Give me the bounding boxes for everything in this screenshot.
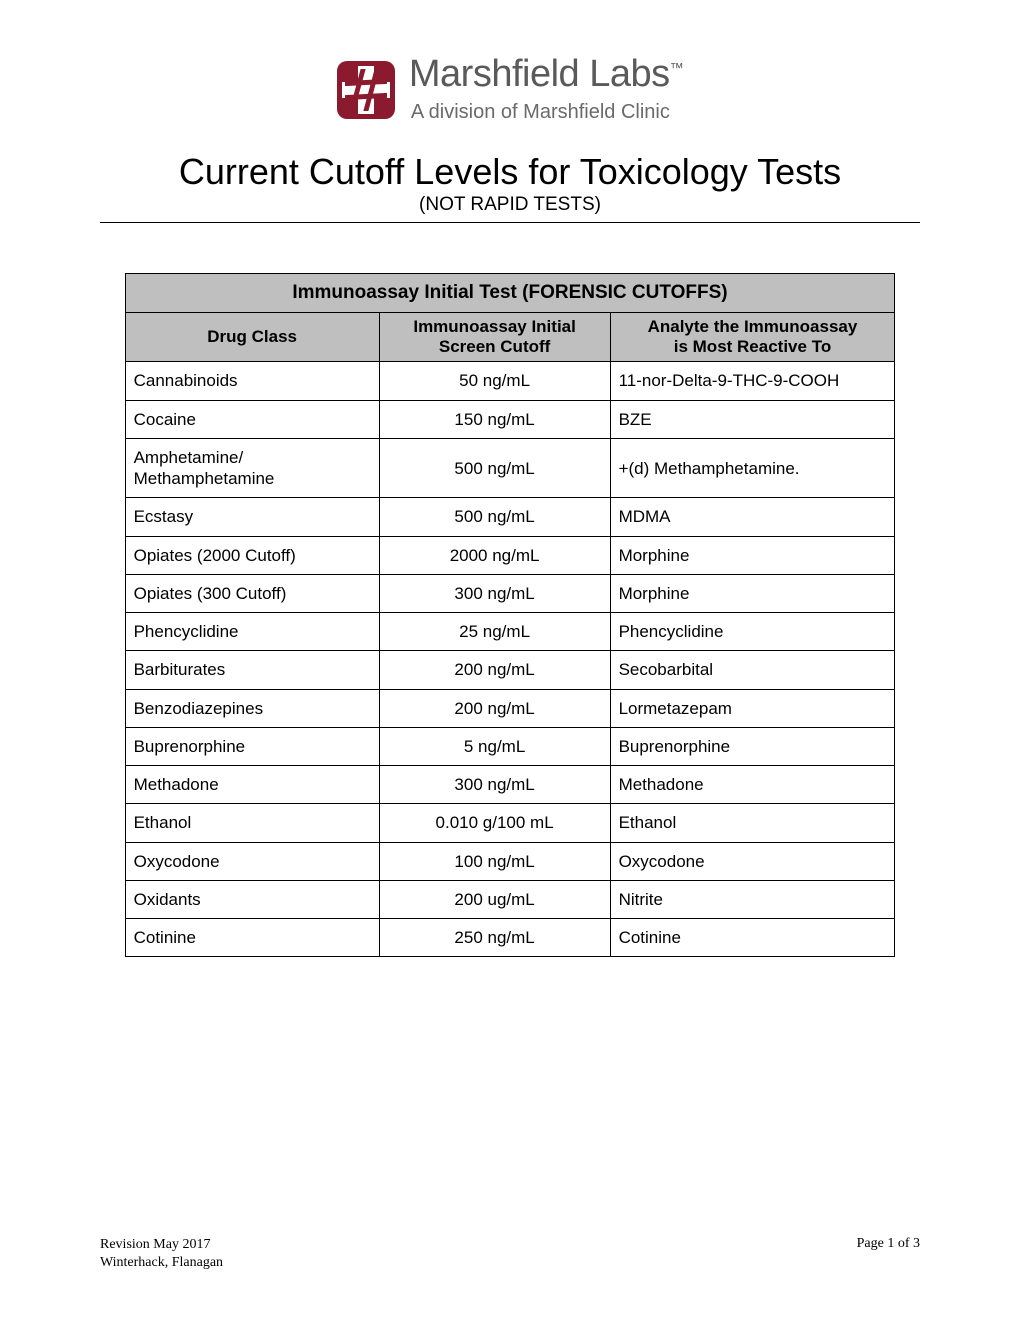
cell-drug-class: Amphetamine/ Methamphetamine: [125, 438, 379, 498]
table-row: Ethanol0.010 g/100 mLEthanol: [125, 804, 895, 842]
table-body: Cannabinoids50 ng/mL11-nor-Delta-9-THC-9…: [125, 362, 895, 957]
table-row: Phencyclidine25 ng/mLPhencyclidine: [125, 613, 895, 651]
cell-analyte: Morphine: [610, 574, 895, 612]
table-column-headers: Drug Class Immunoassay Initial Screen Cu…: [125, 312, 895, 362]
cell-drug-class: Barbiturates: [125, 651, 379, 689]
cell-cutoff: 100 ng/mL: [379, 842, 610, 880]
cell-analyte: Nitrite: [610, 880, 895, 918]
logo-text: Marshfield Labs™ A division of Marshfiel…: [409, 55, 683, 124]
cell-cutoff: 150 ng/mL: [379, 400, 610, 438]
table-row: Buprenorphine5 ng/mLBuprenorphine: [125, 727, 895, 765]
logo-name-text: Marshfield Labs: [409, 53, 670, 95]
cell-cutoff: 50 ng/mL: [379, 362, 610, 400]
table-row: Benzodiazepines200 ng/mLLormetazepam: [125, 689, 895, 727]
cell-drug-class: Ecstasy: [125, 498, 379, 536]
cell-drug-class: Cocaine: [125, 400, 379, 438]
table-row: Ecstasy500 ng/mLMDMA: [125, 498, 895, 536]
table-row: Barbiturates200 ng/mLSecobarbital: [125, 651, 895, 689]
cell-analyte: BZE: [610, 400, 895, 438]
footer-left: Revision May 2017 Winterhack, Flanagan: [100, 1236, 223, 1272]
cell-cutoff: 300 ng/mL: [379, 766, 610, 804]
cell-analyte: Lormetazepam: [610, 689, 895, 727]
footer-authors: Winterhack, Flanagan: [100, 1254, 223, 1272]
table-row: Opiates (2000 Cutoff)2000 ng/mLMorphine: [125, 536, 895, 574]
cell-cutoff: 2000 ng/mL: [379, 536, 610, 574]
col-header-drug-class: Drug Class: [125, 312, 379, 362]
cell-analyte: Buprenorphine: [610, 727, 895, 765]
cell-analyte: Ethanol: [610, 804, 895, 842]
logo-mark-icon: [337, 61, 395, 119]
table-row: Amphetamine/ Methamphetamine500 ng/mL+(d…: [125, 438, 895, 498]
cutoff-table: Immunoassay Initial Test (FORENSIC CUTOF…: [125, 273, 896, 958]
cell-analyte: Methadone: [610, 766, 895, 804]
cell-cutoff: 25 ng/mL: [379, 613, 610, 651]
logo-name: Marshfield Labs™: [409, 55, 683, 93]
cell-analyte: MDMA: [610, 498, 895, 536]
title-block: Current Cutoff Levels for Toxicology Tes…: [100, 152, 920, 223]
cell-cutoff: 200 ug/mL: [379, 880, 610, 918]
cell-cutoff: 200 ng/mL: [379, 689, 610, 727]
page-title: Current Cutoff Levels for Toxicology Tes…: [100, 152, 920, 192]
logo-tm: ™: [670, 59, 684, 75]
footer-revision: Revision May 2017: [100, 1236, 223, 1254]
cell-cutoff: 200 ng/mL: [379, 651, 610, 689]
header-logo: Marshfield Labs™ A division of Marshfiel…: [100, 55, 920, 124]
table-row: Oxycodone100 ng/mLOxycodone: [125, 842, 895, 880]
cell-analyte: Cotinine: [610, 919, 895, 957]
cell-cutoff: 5 ng/mL: [379, 727, 610, 765]
cell-drug-class: Opiates (2000 Cutoff): [125, 536, 379, 574]
footer-page: Page 1 of 3: [857, 1236, 920, 1272]
cell-drug-class: Buprenorphine: [125, 727, 379, 765]
cell-drug-class: Methadone: [125, 766, 379, 804]
cell-cutoff: 500 ng/mL: [379, 498, 610, 536]
table-title: Immunoassay Initial Test (FORENSIC CUTOF…: [125, 273, 895, 312]
col-header-analyte-line2: is Most Reactive To: [674, 337, 831, 356]
col-header-cutoff-line1: Immunoassay Initial: [413, 317, 576, 336]
cell-drug-class: Oxycodone: [125, 842, 379, 880]
table-row: Cocaine150 ng/mLBZE: [125, 400, 895, 438]
cell-drug-class: Ethanol: [125, 804, 379, 842]
table-row: Methadone300 ng/mLMethadone: [125, 766, 895, 804]
cell-analyte: Secobarbital: [610, 651, 895, 689]
cell-analyte: +(d) Methamphetamine.: [610, 438, 895, 498]
cell-analyte: Phencyclidine: [610, 613, 895, 651]
table-row: Opiates (300 Cutoff)300 ng/mLMorphine: [125, 574, 895, 612]
table-title-row: Immunoassay Initial Test (FORENSIC CUTOF…: [125, 273, 895, 312]
col-header-cutoff: Immunoassay Initial Screen Cutoff: [379, 312, 610, 362]
page-subtitle: (NOT RAPID TESTS): [100, 194, 920, 216]
cell-analyte: Oxycodone: [610, 842, 895, 880]
cell-analyte: 11-nor-Delta-9-THC-9-COOH: [610, 362, 895, 400]
cell-drug-class: Cannabinoids: [125, 362, 379, 400]
cell-drug-class: Phencyclidine: [125, 613, 379, 651]
cell-drug-class: Cotinine: [125, 919, 379, 957]
col-header-analyte: Analyte the Immunoassay is Most Reactive…: [610, 312, 895, 362]
col-header-analyte-line1: Analyte the Immunoassay: [648, 317, 858, 336]
table-row: Oxidants200 ug/mLNitrite: [125, 880, 895, 918]
cell-cutoff: 500 ng/mL: [379, 438, 610, 498]
cell-drug-class: Opiates (300 Cutoff): [125, 574, 379, 612]
cell-drug-class: Benzodiazepines: [125, 689, 379, 727]
footer: Revision May 2017 Winterhack, Flanagan P…: [100, 1236, 920, 1272]
cell-analyte: Morphine: [610, 536, 895, 574]
cell-cutoff: 300 ng/mL: [379, 574, 610, 612]
logo-tagline: A division of Marshfield Clinic: [411, 101, 683, 124]
table-row: Cannabinoids50 ng/mL11-nor-Delta-9-THC-9…: [125, 362, 895, 400]
cell-drug-class: Oxidants: [125, 880, 379, 918]
cell-cutoff: 0.010 g/100 mL: [379, 804, 610, 842]
cell-cutoff: 250 ng/mL: [379, 919, 610, 957]
col-header-cutoff-line2: Screen Cutoff: [439, 337, 550, 356]
table-row: Cotinine250 ng/mLCotinine: [125, 919, 895, 957]
